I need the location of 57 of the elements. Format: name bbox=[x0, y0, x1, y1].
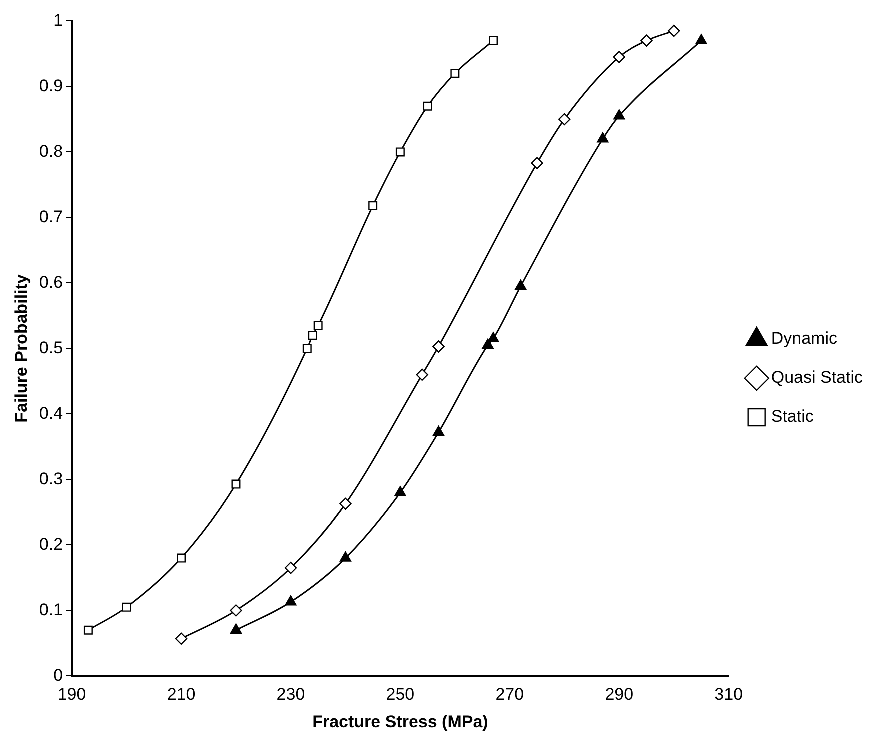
x-tick-label: 310 bbox=[714, 685, 744, 704]
point bbox=[284, 562, 298, 574]
y-tick-label: 0.6 bbox=[39, 272, 64, 292]
point bbox=[230, 624, 242, 634]
point bbox=[696, 34, 708, 44]
legend-label: Static bbox=[771, 407, 814, 426]
point bbox=[668, 24, 680, 38]
point bbox=[340, 498, 352, 510]
point bbox=[450, 69, 460, 78]
y-tick-label: 0.4 bbox=[39, 404, 64, 423]
point bbox=[230, 604, 242, 617]
point bbox=[302, 344, 312, 354]
x-axis-title: Fracture Stress (MPa) bbox=[312, 712, 488, 732]
point bbox=[394, 486, 406, 496]
point bbox=[232, 480, 241, 489]
point bbox=[423, 102, 432, 111]
point bbox=[416, 368, 428, 381]
point bbox=[432, 340, 445, 353]
point bbox=[84, 626, 93, 635]
x-tick-label: 230 bbox=[276, 685, 306, 704]
point bbox=[396, 148, 405, 157]
x-tick-label: 210 bbox=[167, 685, 196, 704]
y-tick-label: 0.5 bbox=[39, 338, 64, 358]
y-tick-label: 0.2 bbox=[39, 534, 64, 554]
point bbox=[482, 338, 494, 350]
point bbox=[597, 132, 609, 143]
point bbox=[488, 332, 500, 342]
y-tick-label: 1 bbox=[54, 10, 64, 30]
point bbox=[489, 36, 498, 46]
point bbox=[558, 113, 571, 126]
y-tick-label: 0.7 bbox=[39, 207, 64, 226]
x-tick-label: 270 bbox=[496, 685, 524, 704]
x-tick-label: 250 bbox=[386, 685, 415, 704]
point bbox=[531, 157, 544, 170]
point bbox=[613, 51, 626, 64]
point bbox=[432, 426, 445, 436]
point bbox=[340, 552, 352, 562]
legend-label: Dynamic bbox=[771, 329, 838, 348]
point bbox=[175, 632, 188, 645]
legend-label: Quasi Static bbox=[771, 368, 864, 388]
y-tick-label: 0.9 bbox=[39, 76, 64, 96]
point bbox=[285, 596, 297, 606]
point bbox=[614, 110, 626, 120]
point bbox=[314, 321, 323, 330]
point bbox=[122, 602, 132, 612]
y-tick-label: 0.3 bbox=[39, 469, 64, 488]
point bbox=[640, 34, 653, 47]
point bbox=[177, 554, 186, 563]
point bbox=[308, 331, 318, 340]
x-tick-label: 290 bbox=[605, 685, 634, 704]
x-tick-label: 190 bbox=[58, 685, 86, 704]
point bbox=[368, 201, 378, 210]
point bbox=[515, 280, 527, 290]
y-tick-label: 0.1 bbox=[39, 600, 64, 620]
y-tick-label: 0 bbox=[54, 666, 64, 685]
y-axis-title: Failure Probability bbox=[12, 274, 31, 423]
y-tick-label: 0.8 bbox=[39, 142, 64, 161]
